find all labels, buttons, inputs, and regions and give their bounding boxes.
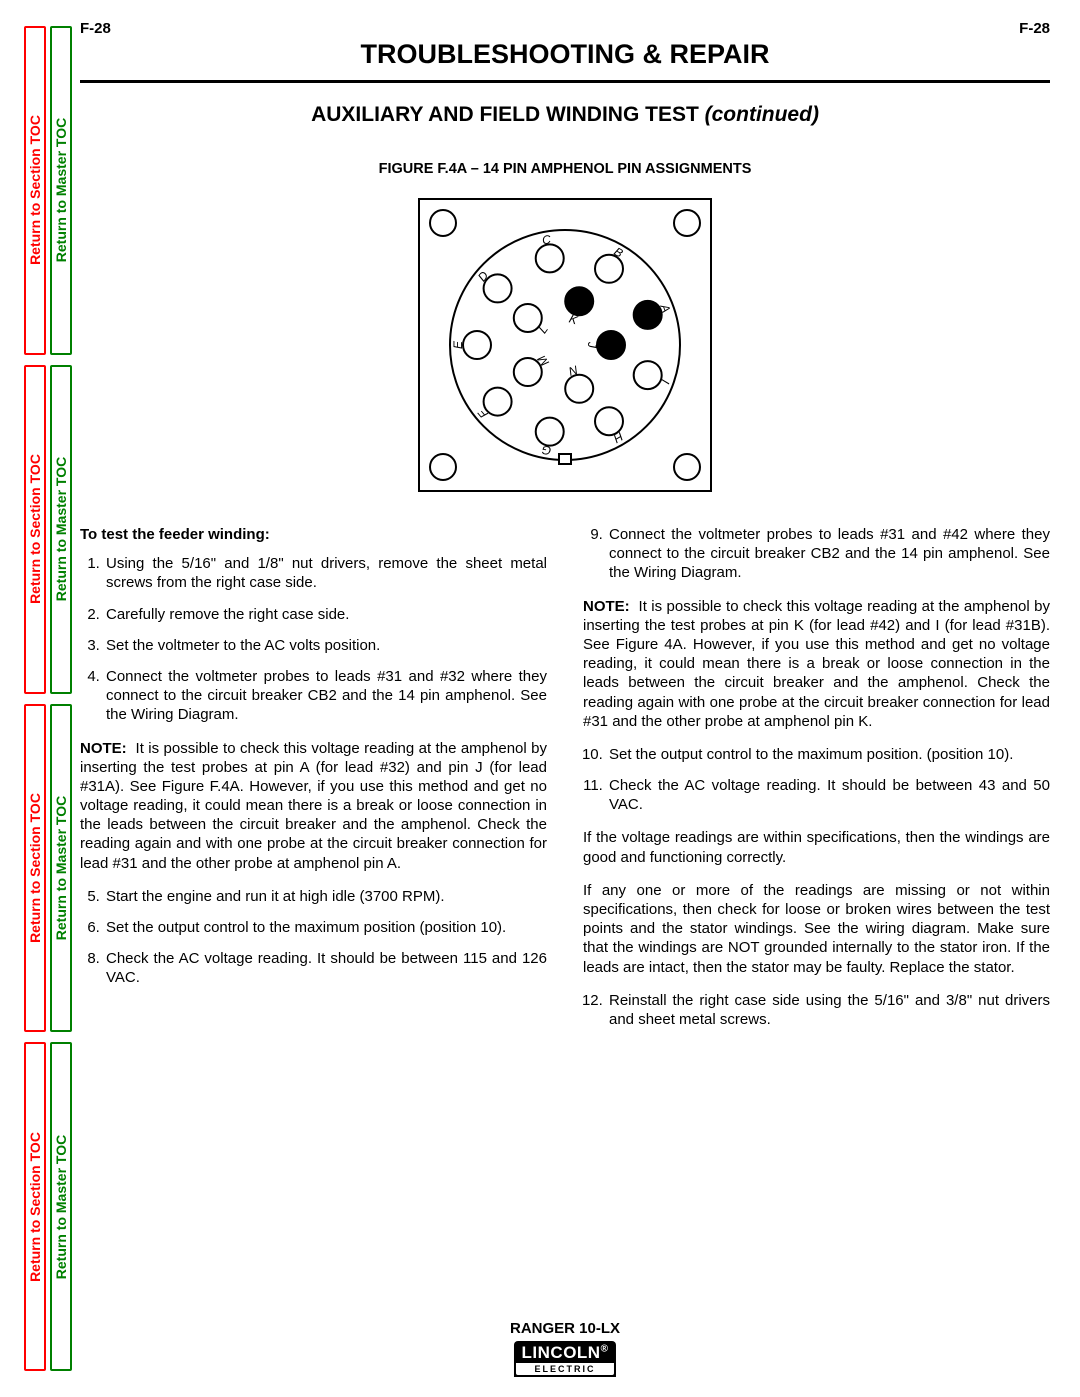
- right-list-3: Reinstall the right case side using the …: [583, 991, 1050, 1029]
- section-toc-label: Return to Section TOC: [27, 1132, 43, 1282]
- svg-text:L: L: [536, 322, 551, 336]
- right-para-2: If any one or more of the readings are m…: [583, 881, 1050, 977]
- master-toc-label: Return to Master TOC: [53, 796, 69, 940]
- sub-title-text: AUXILIARY AND FIELD WINDING TEST: [311, 103, 705, 126]
- sub-title-italic: (continued): [705, 103, 819, 126]
- figure-title: FIGURE F.4A – 14 PIN AMPHENOL PIN ASSIGN…: [80, 161, 1050, 177]
- section-toc-label: Return to Section TOC: [27, 793, 43, 943]
- right-list-1: Connect the voltmeter probes to leads #3…: [583, 525, 1050, 583]
- right-note-text: It is possible to check this voltage rea…: [583, 598, 1050, 730]
- section-toc-tab[interactable]: Return to Section TOC: [24, 1042, 46, 1371]
- list-item: Connect the voltmeter probes to leads #3…: [607, 525, 1050, 583]
- list-item: Carefully remove the right case side.: [104, 605, 547, 624]
- left-note-text: It is possible to check this voltage rea…: [80, 740, 547, 872]
- right-note: NOTE: It is possible to check this volta…: [583, 597, 1050, 731]
- side-tabs: Return to Section TOC Return to Section …: [24, 26, 72, 1371]
- section-toc-tab[interactable]: Return to Section TOC: [24, 365, 46, 694]
- left-column: To test the feeder winding: Using the 5/…: [80, 525, 547, 1043]
- master-toc-tab[interactable]: Return to Master TOC: [50, 26, 72, 355]
- svg-text:C: C: [541, 232, 552, 247]
- master-toc-label: Return to Master TOC: [53, 118, 69, 262]
- svg-text:J: J: [585, 341, 599, 349]
- list-item: Using the 5/16" and 1/8" nut drivers, re…: [104, 554, 547, 592]
- product-name: RANGER 10-LX: [510, 1320, 620, 1337]
- note-label: NOTE:: [583, 598, 630, 615]
- footer: RANGER 10-LX LINCOLN®: [510, 1320, 620, 1377]
- master-toc-tab[interactable]: Return to Master TOC: [50, 704, 72, 1033]
- section-toc-label: Return to Section TOC: [27, 115, 43, 265]
- note-label: NOTE:: [80, 740, 127, 757]
- amphenol-diagram: ABCDEFGHIJKLMN: [415, 195, 715, 495]
- master-toc-label: Return to Master TOC: [53, 457, 69, 601]
- master-toc-label: Return to Master TOC: [53, 1134, 69, 1278]
- list-item: Set the voltmeter to the AC volts positi…: [104, 636, 547, 655]
- header-row: F-28 F-28: [80, 20, 1050, 37]
- list-item: Check the AC voltage reading. It should …: [607, 776, 1050, 814]
- svg-text:N: N: [567, 363, 580, 379]
- left-note: NOTE: It is possible to check this volta…: [80, 739, 547, 873]
- list-item: Set the output control to the maximum po…: [104, 918, 547, 937]
- brand-logo: LINCOLN®: [514, 1341, 617, 1377]
- section-tab-col: Return to Section TOC Return to Section …: [24, 26, 46, 1371]
- right-column: Connect the voltmeter probes to leads #3…: [583, 525, 1050, 1043]
- left-heading: To test the feeder winding:: [80, 525, 547, 544]
- master-tab-col: Return to Master TOC Return to Master TO…: [50, 26, 72, 1371]
- list-item: Reinstall the right case side using the …: [607, 991, 1050, 1029]
- master-toc-tab[interactable]: Return to Master TOC: [50, 1042, 72, 1371]
- page-code-left: F-28: [80, 20, 111, 37]
- registered-icon: ®: [601, 1343, 609, 1354]
- left-list-2: Start the engine and run it at high idle…: [80, 887, 547, 988]
- svg-text:A: A: [657, 301, 673, 314]
- list-item: Check the AC voltage reading. It should …: [104, 949, 547, 987]
- section-toc-tab[interactable]: Return to Section TOC: [24, 704, 46, 1033]
- right-para-1: If the voltage readings are within speci…: [583, 828, 1050, 866]
- svg-text:E: E: [451, 340, 465, 349]
- svg-text:G: G: [541, 443, 553, 458]
- master-toc-tab[interactable]: Return to Master TOC: [50, 365, 72, 694]
- right-list-2: Set the output control to the maximum po…: [583, 745, 1050, 815]
- list-item: Start the engine and run it at high idle…: [104, 887, 547, 906]
- section-toc-tab[interactable]: Return to Section TOC: [24, 26, 46, 355]
- svg-text:K: K: [567, 312, 580, 328]
- left-list-1: Using the 5/16" and 1/8" nut drivers, re…: [80, 554, 547, 724]
- body-columns: To test the feeder winding: Using the 5/…: [80, 525, 1050, 1043]
- section-toc-label: Return to Section TOC: [27, 454, 43, 604]
- page-content: F-28 F-28 TROUBLESHOOTING & REPAIR AUXIL…: [80, 20, 1050, 1377]
- sub-title: AUXILIARY AND FIELD WINDING TEST (contin…: [80, 103, 1050, 127]
- brand-text: LINCOLN: [522, 1343, 601, 1362]
- list-item: Set the output control to the maximum po…: [607, 745, 1050, 764]
- page-code-right: F-28: [1019, 20, 1050, 37]
- main-title: TROUBLESHOOTING & REPAIR: [80, 39, 1050, 83]
- list-item: Connect the voltmeter probes to leads #3…: [104, 667, 547, 725]
